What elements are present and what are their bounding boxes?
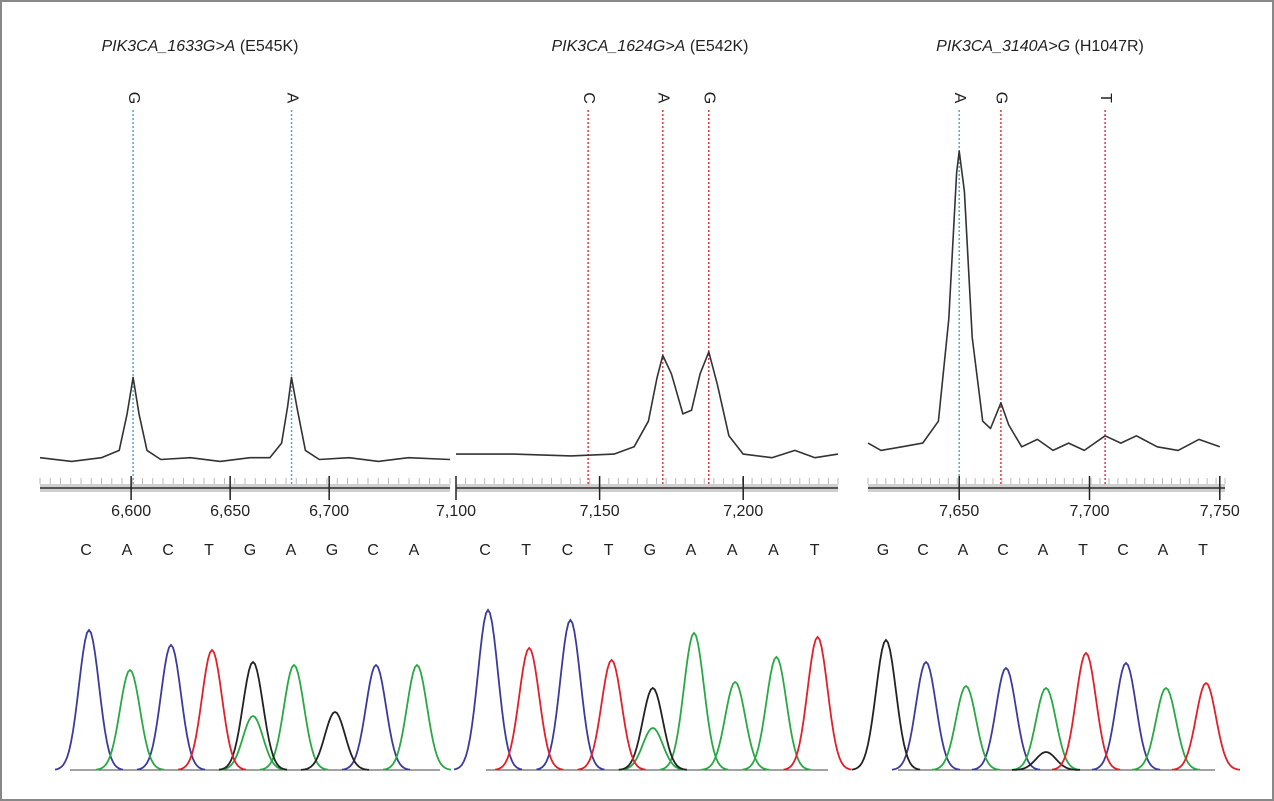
- base-call: G: [877, 542, 889, 559]
- base-call: G: [326, 542, 338, 559]
- base-call: A: [286, 542, 297, 559]
- x-tick-label: 7,750: [1200, 503, 1240, 520]
- x-tick-label: 6,700: [309, 503, 349, 520]
- marker-label: C: [580, 92, 597, 104]
- title-gene: PIK3CA_1633G>A: [101, 38, 235, 55]
- base-call: T: [521, 542, 531, 559]
- base-call: G: [244, 542, 256, 559]
- x-tick-label: 7,650: [939, 503, 979, 520]
- base-call: T: [1078, 542, 1088, 559]
- x-tick-label: 7,150: [580, 503, 620, 520]
- base-call: A: [768, 542, 779, 559]
- x-tick-label: 7,200: [723, 503, 763, 520]
- base-call: C: [80, 542, 92, 559]
- base-call: A: [409, 542, 420, 559]
- base-call: G: [644, 542, 656, 559]
- figure: PIK3CA_1633G>A (E545K) G A 6,600 6,650 6,700 C…: [0, 0, 1274, 801]
- base-call: A: [958, 542, 969, 559]
- title-protein: (E545K): [240, 38, 299, 55]
- x-tick-label: 6,650: [210, 503, 250, 520]
- title-protein: (E542K): [690, 38, 749, 55]
- title-protein: (H1047R): [1074, 38, 1143, 55]
- panel-title: PIK3CA_3140A>G (H1047R): [936, 38, 1144, 55]
- base-call: A: [122, 542, 133, 559]
- marker-label: A: [951, 93, 968, 104]
- base-call: C: [917, 542, 929, 559]
- base-call: T: [810, 542, 820, 559]
- base-call: C: [1117, 542, 1129, 559]
- x-tick-label: 7,100: [436, 503, 476, 520]
- marker-label: G: [125, 92, 142, 104]
- base-call: T: [604, 542, 614, 559]
- marker-label: A: [655, 93, 672, 104]
- x-tick-label: 6,600: [111, 503, 151, 520]
- panel-title: PIK3CA_1633G>A (E545K): [101, 38, 298, 55]
- base-call: C: [479, 542, 491, 559]
- base-call: A: [727, 542, 738, 559]
- base-call: T: [204, 542, 214, 559]
- marker-label: G: [701, 92, 718, 104]
- base-call: A: [1158, 542, 1169, 559]
- base-call: C: [367, 542, 379, 559]
- base-call: T: [1198, 542, 1208, 559]
- base-call: C: [162, 542, 174, 559]
- frame: [1, 1, 1273, 800]
- title-gene: PIK3CA_3140A>G: [936, 38, 1070, 55]
- title-gene: PIK3CA_1624G>A: [551, 38, 685, 55]
- base-call: C: [562, 542, 574, 559]
- marker-label: T: [1097, 93, 1114, 103]
- base-call: C: [997, 542, 1009, 559]
- marker-label: G: [993, 92, 1010, 104]
- panel-title: PIK3CA_1624G>A (E542K): [551, 38, 748, 55]
- base-call: A: [686, 542, 697, 559]
- base-call: A: [1038, 542, 1049, 559]
- marker-label: A: [283, 93, 300, 104]
- x-tick-label: 7,700: [1069, 503, 1109, 520]
